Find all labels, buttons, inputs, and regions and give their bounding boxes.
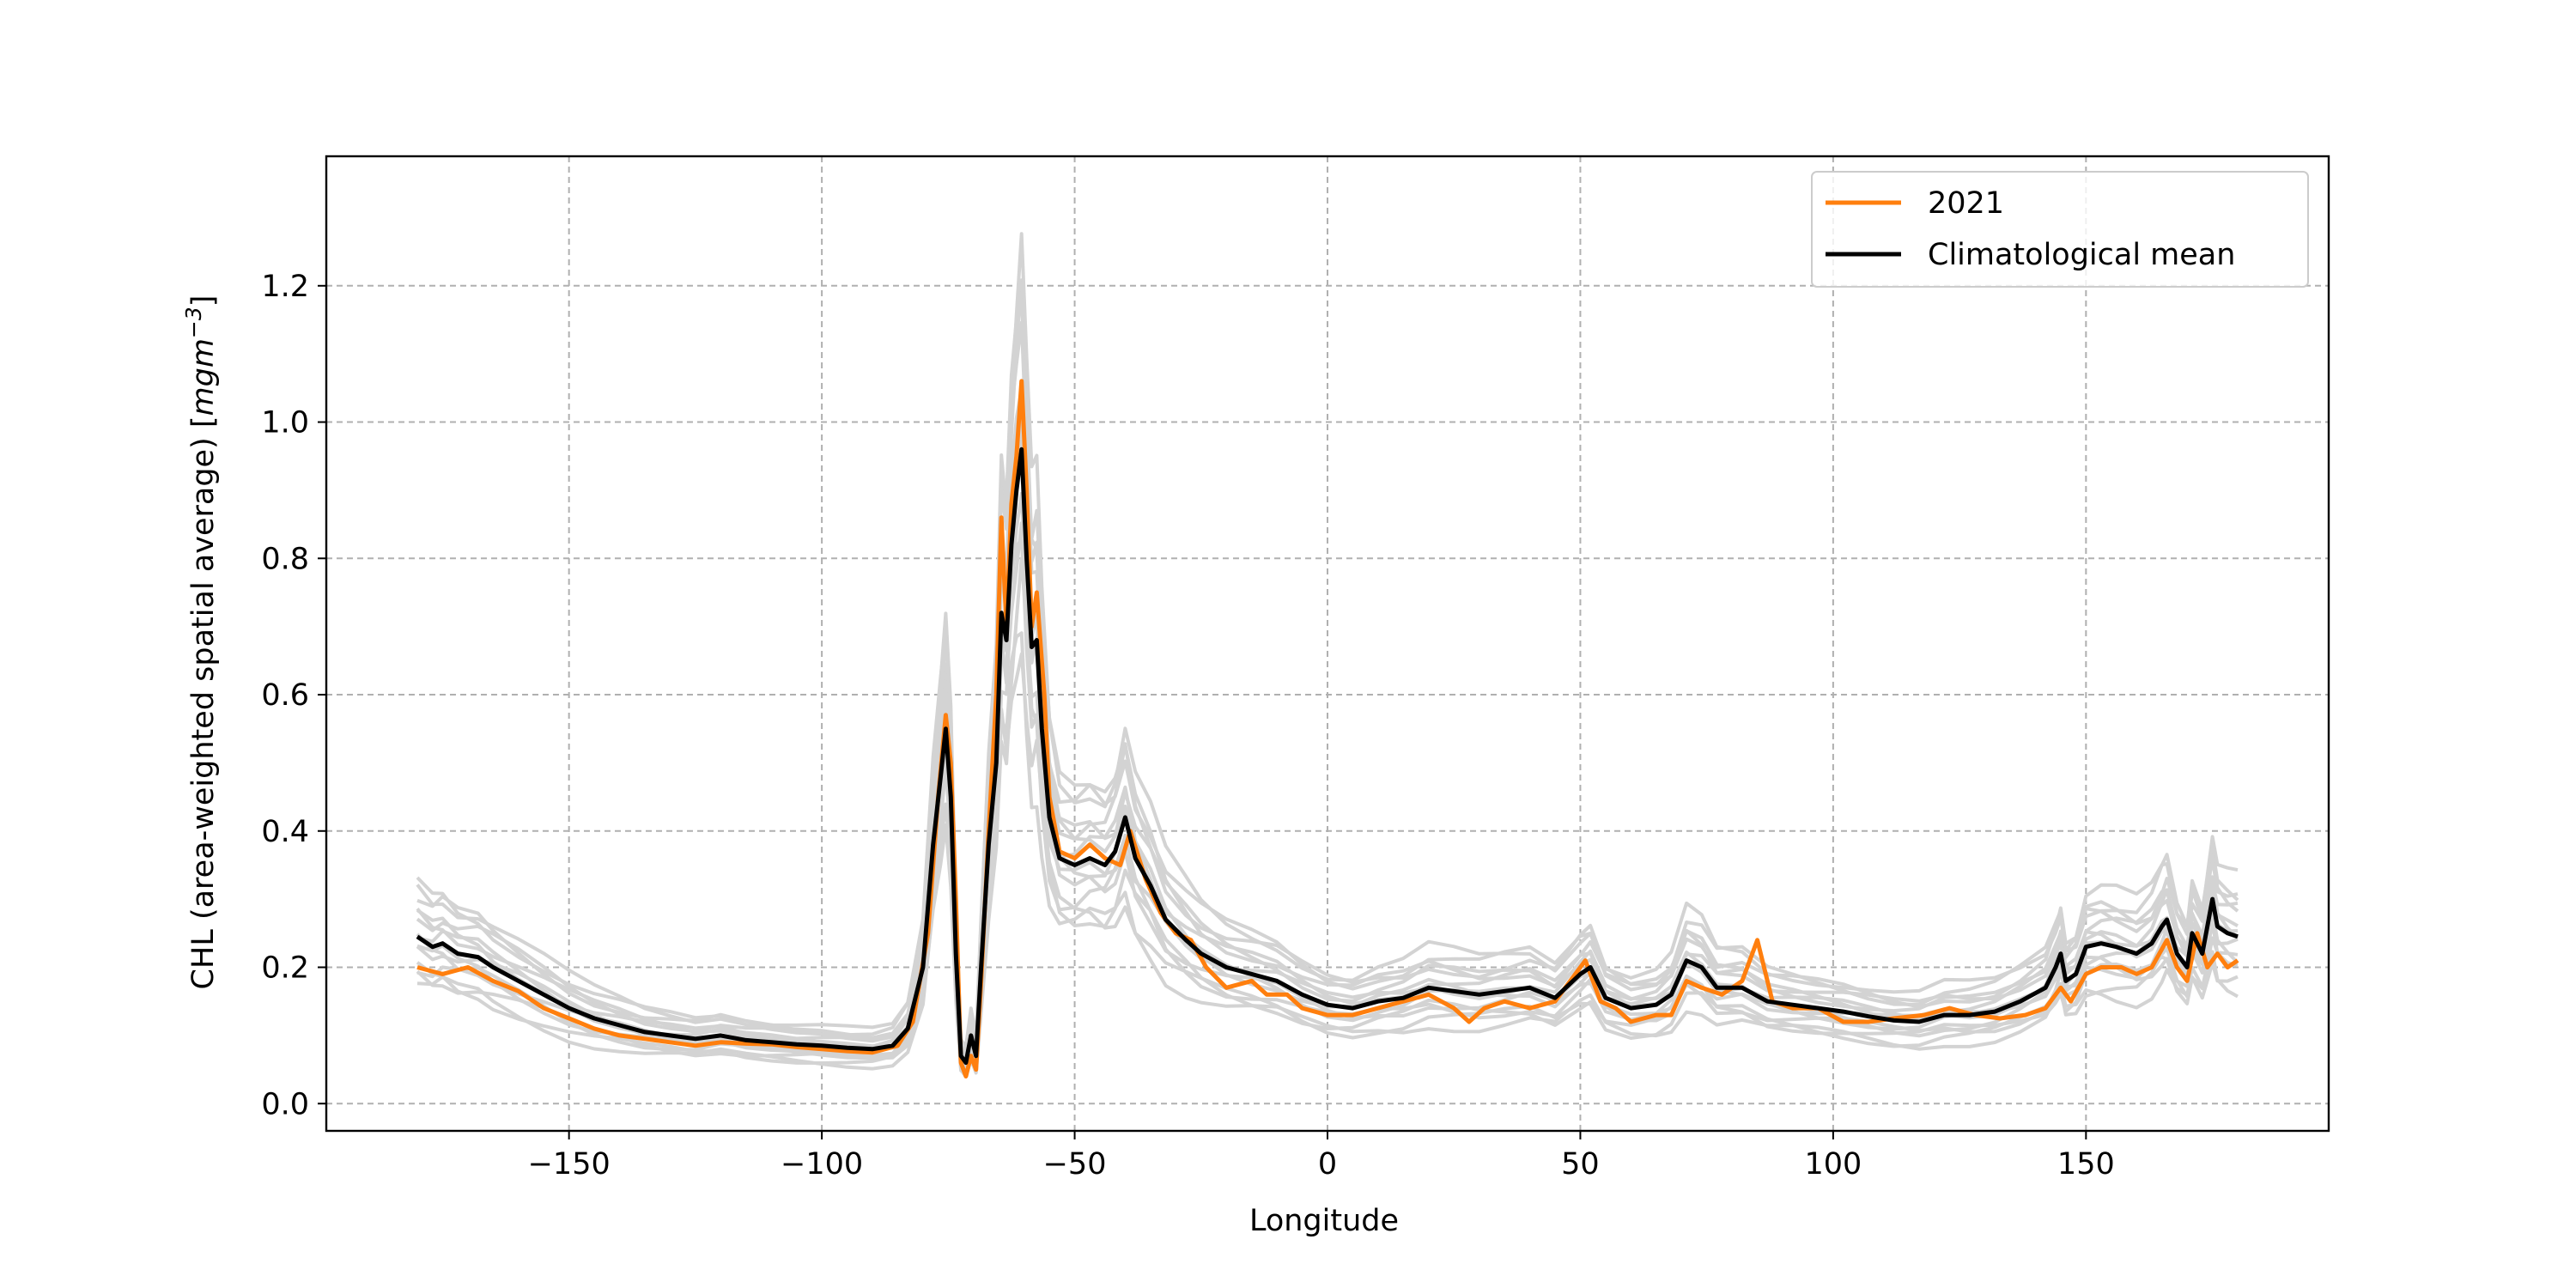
x-tick-label: 150 — [2057, 1147, 2115, 1182]
legend-label-climatological-mean: Climatological mean — [1928, 238, 2235, 272]
y-tick-label: 1.2 — [261, 270, 309, 304]
y-tick-label: 0.2 — [261, 951, 309, 986]
x-tick-label: 50 — [1561, 1147, 1600, 1182]
y-axis-label-exponent: −3 — [181, 307, 206, 338]
x-axis-label: Longitude — [1249, 1204, 1399, 1238]
y-axis-label-unit: mgm — [186, 338, 221, 416]
y-axis: 0.0 0.2 0.4 0.6 0.8 1.0 1.2 — [261, 270, 326, 1121]
x-tick-label: −100 — [781, 1147, 863, 1182]
y-axis-label: CHL (area-weighted spatial average) [mgm… — [181, 295, 221, 990]
y-tick-label: 0.6 — [261, 678, 309, 713]
x-tick-label: 0 — [1318, 1147, 1337, 1182]
series-line-climatological-mean — [416, 447, 2239, 1066]
legend-box — [1811, 171, 2309, 288]
y-tick-label: 1.0 — [261, 406, 309, 440]
legend-label-2021: 2021 — [1928, 186, 2004, 221]
legend: 2021 Climatological mean — [1811, 171, 2309, 288]
ensemble-line — [416, 232, 2239, 1049]
x-tick-label: −150 — [528, 1147, 611, 1182]
y-axis-label-close: ] — [186, 295, 221, 307]
y-tick-label: 0.0 — [261, 1087, 309, 1121]
y-tick-label: 0.4 — [261, 815, 309, 849]
ensemble-line — [416, 320, 2239, 1056]
x-tick-label: 100 — [1804, 1147, 1862, 1182]
grid-lines — [326, 156, 2329, 1131]
y-axis-label-main: CHL (area-weighted spatial average) [ — [186, 416, 221, 989]
x-tick-label: −50 — [1043, 1147, 1107, 1182]
x-axis: −150 −100 −50 0 50 100 150 — [528, 1131, 2115, 1182]
y-tick-label: 0.8 — [261, 542, 309, 576]
series-lines — [416, 379, 2239, 1078]
